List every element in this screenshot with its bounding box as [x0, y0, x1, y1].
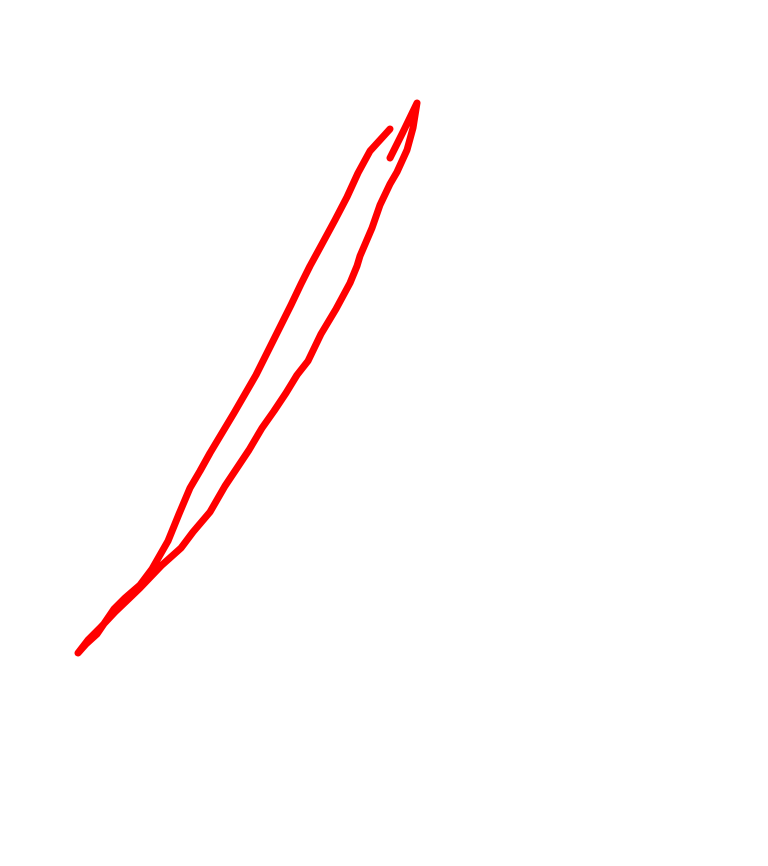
freehand-stroke: [74, 99, 421, 657]
